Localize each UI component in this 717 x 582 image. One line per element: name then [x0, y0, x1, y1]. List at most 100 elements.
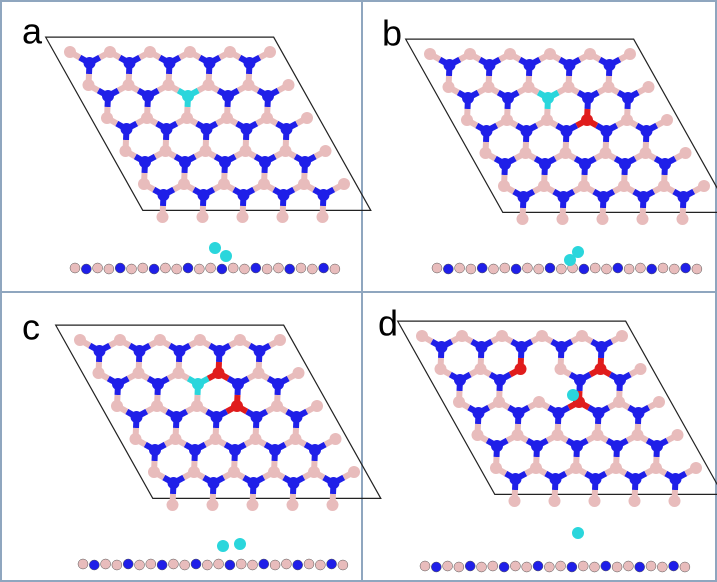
atom: [598, 191, 610, 203]
side-atom: [613, 263, 623, 273]
atom: [496, 330, 508, 342]
side-atom: [647, 264, 657, 274]
atom: [94, 345, 106, 357]
atom: [174, 345, 186, 357]
atom: [516, 341, 528, 353]
atom: [204, 57, 216, 69]
atom: [638, 191, 650, 203]
atom: [327, 499, 339, 511]
atom: [250, 433, 262, 445]
atom: [509, 495, 521, 507]
atom: [318, 189, 330, 201]
atom: [629, 495, 641, 507]
side-atom: [590, 263, 600, 273]
atom: [291, 411, 303, 423]
atom: [603, 81, 615, 93]
side-atom: [432, 263, 442, 273]
atom: [320, 145, 332, 157]
atom: [510, 473, 522, 485]
atom: [139, 156, 151, 168]
atom: [454, 374, 466, 386]
side-atom: [180, 560, 190, 570]
atom: [552, 429, 564, 441]
atom: [530, 462, 542, 474]
atom: [228, 466, 240, 478]
side-atom: [443, 264, 453, 274]
atom: [269, 444, 281, 456]
side-atom: [104, 264, 114, 274]
atom: [618, 180, 630, 192]
side-atom: [465, 561, 475, 571]
atom: [624, 48, 636, 60]
atom: [274, 334, 286, 346]
side-atom: [578, 561, 588, 571]
atom: [144, 46, 156, 58]
atom: [574, 374, 586, 386]
side-atom: [293, 560, 303, 570]
atom: [490, 462, 502, 474]
side-atom: [646, 561, 656, 571]
atom: [181, 112, 193, 124]
atom: [259, 156, 271, 168]
panel-label: d: [378, 303, 398, 344]
side-atom: [511, 264, 521, 274]
atom: [211, 411, 223, 423]
side-atom: [499, 562, 509, 572]
atom: [308, 466, 320, 478]
side-atom: [420, 561, 430, 571]
atom: [544, 48, 556, 60]
side-atom: [262, 264, 272, 274]
atom: [241, 123, 253, 135]
side-atom: [146, 559, 156, 569]
atom: [475, 363, 487, 375]
atom: [698, 180, 710, 192]
atom: [121, 123, 133, 135]
side-atom: [680, 562, 690, 572]
side-atom: [510, 561, 520, 571]
side-atom: [191, 559, 201, 569]
atom: [630, 473, 642, 485]
side-atom: [251, 263, 261, 273]
atom: [93, 367, 105, 379]
atom: [234, 334, 246, 346]
atom: [669, 495, 681, 507]
side-atom: [168, 559, 178, 569]
atom: [678, 191, 690, 203]
atom: [444, 59, 456, 71]
atom: [658, 180, 670, 192]
side-atom: [112, 560, 122, 570]
panel-label: a: [22, 11, 43, 52]
atom: [462, 92, 474, 104]
panel-label: b: [382, 13, 402, 54]
atom: [443, 81, 455, 93]
side-atom: [522, 263, 532, 273]
atom: [84, 57, 96, 69]
atom: [203, 79, 215, 91]
side-atom: [259, 559, 269, 569]
side-atom: [327, 559, 337, 569]
side-atom: [123, 559, 133, 569]
atom: [632, 429, 644, 441]
atom: [611, 440, 623, 452]
atom: [571, 440, 583, 452]
atom: [287, 499, 299, 511]
atom: [131, 411, 143, 423]
atom: [561, 125, 573, 137]
atom: [299, 156, 311, 168]
atom: [207, 499, 219, 511]
atom: [659, 158, 671, 170]
atom: [130, 433, 142, 445]
atom: [513, 407, 525, 419]
side-atom: [556, 264, 566, 274]
atom: [539, 158, 551, 170]
atom: [473, 407, 485, 419]
atom: [163, 79, 175, 91]
atom: [141, 112, 153, 124]
atom: [283, 79, 295, 91]
atom: [523, 81, 535, 93]
side-atom: [127, 264, 137, 274]
atom: [160, 145, 172, 157]
atom: [224, 46, 236, 58]
side-atom: [217, 264, 227, 274]
atom: [328, 477, 340, 489]
